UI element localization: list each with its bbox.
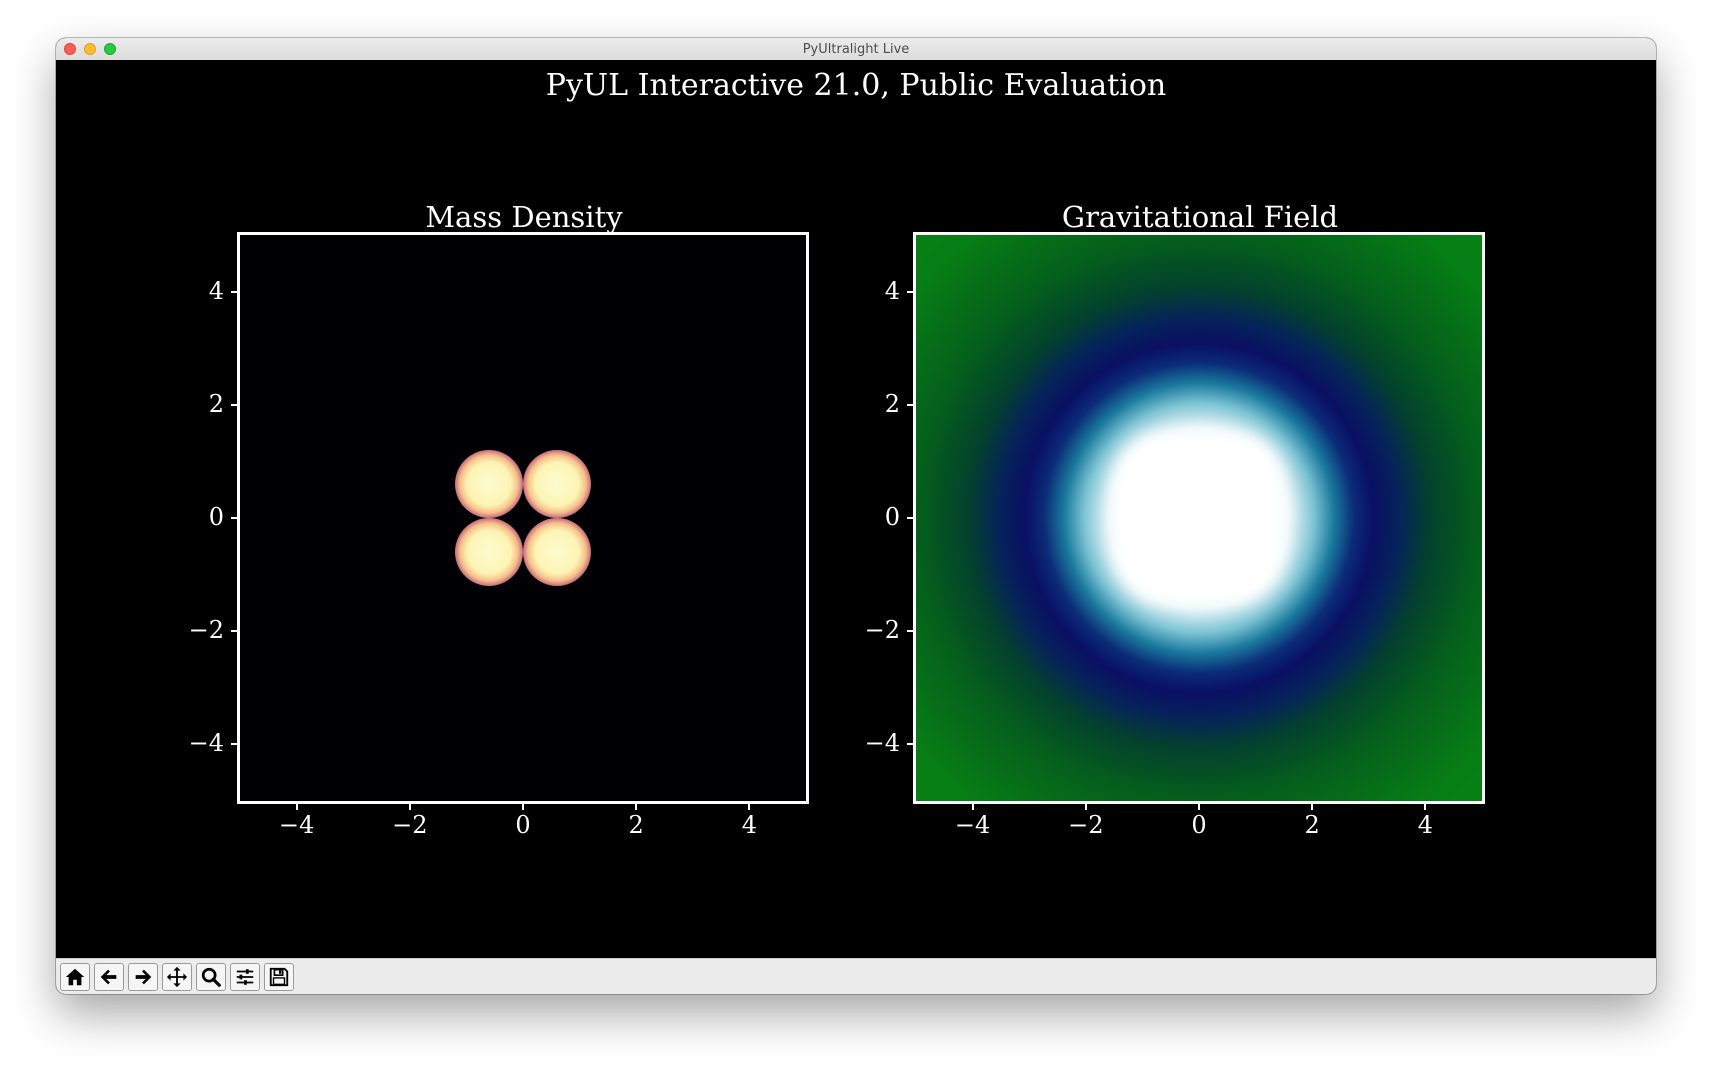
zoom-button[interactable] [196, 963, 226, 991]
figure-canvas[interactable]: PyUL Interactive 21.0, Public Evaluation… [56, 60, 1656, 958]
y-tick-mark [907, 743, 913, 746]
y-tick-label: −2 [188, 616, 224, 645]
y-tick-mark [907, 403, 913, 406]
y-tick-label: −4 [864, 729, 900, 758]
x-tick-mark [408, 804, 411, 810]
zoom-icon [201, 967, 221, 987]
x-tick-label: −2 [1068, 811, 1104, 839]
gravitational-field-title: Gravitational Field [1061, 200, 1339, 234]
x-tick-label: 2 [1304, 811, 1320, 839]
navigation-toolbar [56, 958, 1656, 994]
density-peak [455, 450, 523, 518]
x-tick-label: 2 [628, 811, 644, 839]
y-tick-mark [231, 743, 237, 746]
save-button[interactable] [264, 963, 294, 991]
configure-subplots-icon [236, 969, 254, 985]
y-tick-label: 2 [208, 389, 224, 418]
x-tick-label: 0 [1191, 811, 1207, 839]
pan-button[interactable] [162, 963, 192, 991]
forward-button[interactable] [128, 963, 158, 991]
zoom-window-button[interactable] [104, 43, 116, 55]
density-peak [523, 450, 591, 518]
density-peak [455, 518, 523, 586]
x-tick-label: −4 [954, 811, 991, 839]
app-window: PyUltralight Live PyUL Interactive 21.0,… [56, 38, 1656, 994]
x-tick-mark [1084, 804, 1087, 810]
mass-density-title: Mass Density [425, 200, 623, 234]
y-tick-label: 2 [884, 389, 900, 418]
y-tick-mark [231, 290, 237, 293]
field-core [1124, 443, 1274, 593]
y-tick-label: 4 [208, 276, 224, 305]
close-window-button[interactable] [64, 43, 76, 55]
y-tick-mark [231, 517, 237, 519]
home-button[interactable] [60, 963, 90, 991]
y-tick-mark [231, 630, 237, 633]
forward-arrow-icon [135, 969, 152, 985]
save-icon [269, 967, 289, 987]
y-tick-mark [907, 630, 913, 633]
gravitational-field-plot[interactable] [913, 232, 1485, 804]
y-tick-label: 0 [208, 503, 224, 531]
x-tick-mark [1311, 804, 1314, 810]
x-tick-mark [748, 804, 751, 810]
y-tick-label: 4 [884, 276, 900, 305]
home-icon [65, 968, 85, 986]
y-tick-mark [231, 403, 237, 406]
y-tick-mark [907, 517, 913, 519]
figure-title: PyUL Interactive 21.0, Public Evaluation [545, 68, 1167, 103]
y-tick-mark [907, 290, 913, 293]
mass-density-plot[interactable] [237, 232, 809, 804]
y-tick-label: −2 [864, 616, 900, 645]
x-tick-mark [522, 804, 524, 810]
x-tick-mark [971, 804, 974, 810]
x-tick-label: 4 [1417, 811, 1434, 839]
x-tick-mark [1198, 804, 1200, 810]
x-tick-mark [1424, 804, 1427, 810]
x-tick-mark [635, 804, 638, 810]
x-tick-label: 4 [741, 811, 758, 839]
pan-icon [166, 966, 188, 988]
back-arrow-icon [100, 969, 117, 985]
title-bar[interactable]: PyUltralight Live [56, 38, 1656, 61]
x-tick-label: −2 [392, 811, 428, 839]
x-tick-mark [295, 804, 298, 810]
y-tick-label: 0 [884, 503, 900, 531]
minimize-window-button[interactable] [84, 43, 96, 55]
density-peak [523, 518, 591, 586]
x-tick-label: −4 [278, 811, 315, 839]
x-tick-label: 0 [515, 811, 531, 839]
back-button[interactable] [94, 963, 124, 991]
window-title: PyUltralight Live [802, 42, 910, 57]
y-tick-label: −4 [188, 729, 224, 758]
configure-subplots-button[interactable] [230, 963, 260, 991]
